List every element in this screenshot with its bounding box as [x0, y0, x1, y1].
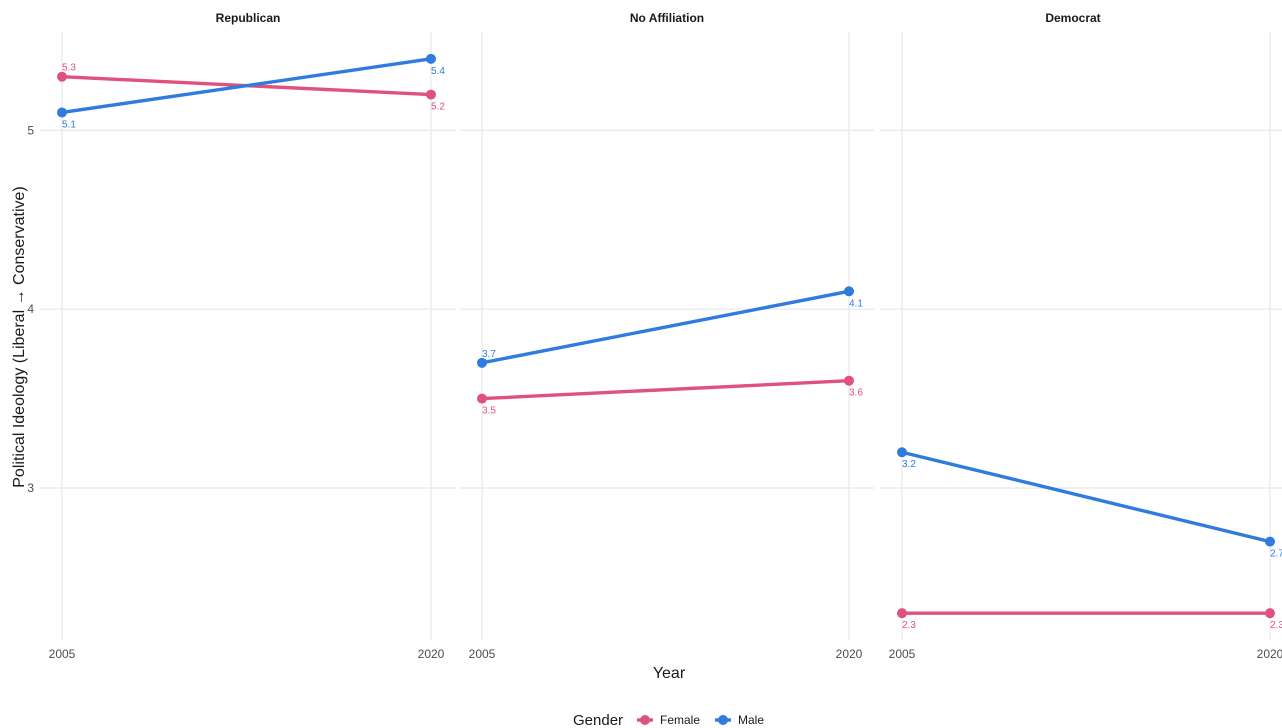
legend-marker [640, 715, 650, 725]
data-label-female: 3.5 [482, 406, 496, 417]
facet-panel-no-affiliation: No Affiliation 2005 2020 3.5 3.6 3.7 4.1 [460, 11, 874, 661]
data-point-female [1265, 608, 1275, 619]
data-point-male [844, 286, 854, 297]
y-tick-label: 3 [27, 481, 34, 495]
data-point-male [897, 447, 907, 458]
legend-item-female: Female [637, 713, 700, 727]
data-point-male [57, 107, 67, 118]
x-tick-label: 2020 [418, 647, 445, 661]
x-tick-label: 2005 [469, 647, 496, 661]
data-label-female: 2.3 [1270, 620, 1282, 631]
y-axis-title: Political Ideology (Liberal → Conservati… [11, 186, 28, 487]
facet-panel-republican: Republican 2005 2020 3 4 5 5.3 5.2 5.1 5.4 [27, 11, 456, 661]
data-point-female [477, 393, 487, 404]
legend-label: Male [738, 713, 764, 727]
series-line-female [480, 379, 851, 401]
data-label-male: 2.7 [1270, 549, 1282, 560]
x-tick-label: 2020 [1257, 647, 1282, 661]
legend-item-male: Male [715, 713, 764, 727]
data-point-female [57, 71, 67, 82]
data-label-female: 5.3 [62, 63, 76, 74]
series-line-male [60, 57, 433, 115]
facet-title: No Affiliation [630, 11, 704, 25]
data-point-female [426, 89, 436, 100]
data-label-female: 2.3 [902, 620, 916, 631]
x-tick-label: 2020 [836, 647, 863, 661]
facet-panel-democrat: Democrat 2005 2020 2.3 2.3 3.2 2.7 [880, 11, 1282, 661]
x-tick-label: 2005 [49, 647, 76, 661]
series-line-male [900, 450, 1272, 544]
legend-title: Gender [573, 712, 623, 728]
data-label-female: 5.2 [431, 102, 445, 113]
legend: Gender Female Male [573, 712, 764, 728]
legend-label: Female [660, 713, 700, 727]
legend-items: Female Male [637, 713, 764, 727]
data-label-male: 3.7 [482, 349, 496, 360]
data-label-male: 5.1 [62, 119, 76, 130]
data-label-male: 3.2 [902, 459, 916, 470]
x-tick-label: 2005 [889, 647, 916, 661]
facet-panels: Republican 2005 2020 3 4 5 5.3 5.2 5.1 5.4 No Affi… [27, 11, 1282, 661]
facet-title: Republican [216, 11, 281, 25]
data-point-male [477, 357, 487, 368]
x-axis-title: Year [653, 665, 686, 682]
legend-marker [718, 715, 728, 725]
data-label-female: 3.6 [849, 388, 863, 399]
data-point-female [844, 375, 854, 386]
y-tick-label: 5 [27, 123, 34, 137]
data-point-female [897, 608, 907, 619]
data-point-male [426, 53, 436, 64]
data-label-male: 4.1 [849, 298, 863, 309]
facet-title: Democrat [1045, 11, 1100, 25]
y-tick-label: 4 [27, 302, 34, 316]
data-point-male [1265, 536, 1275, 547]
data-label-male: 5.4 [431, 66, 445, 77]
series-line-male [480, 289, 851, 365]
